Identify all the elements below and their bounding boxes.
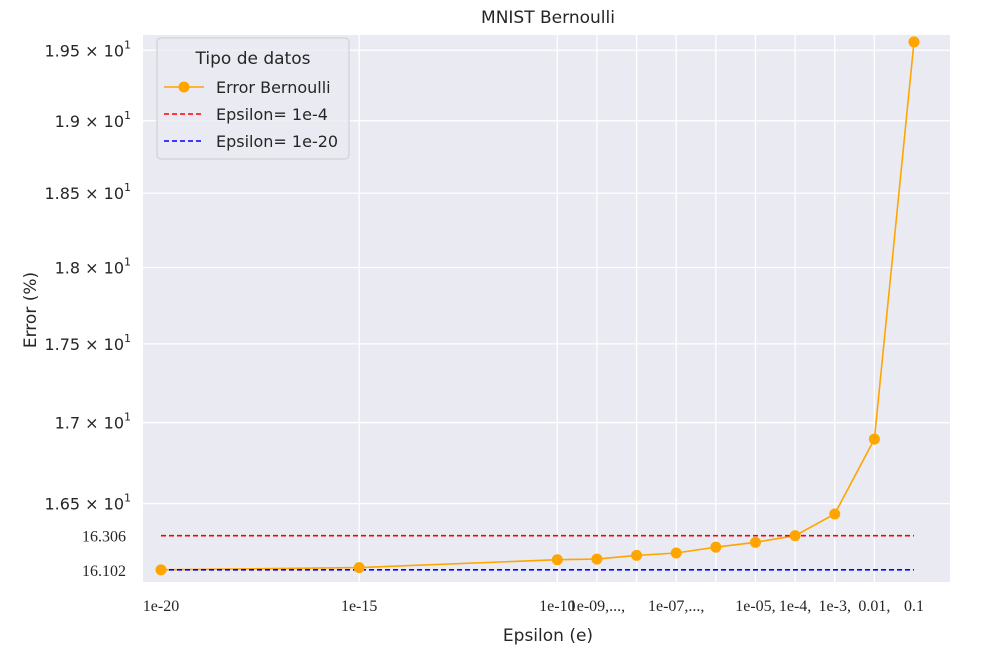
y-reference-label: 16.306: [82, 529, 126, 546]
data-point: [829, 508, 841, 520]
x-tick-label: 0.1: [904, 598, 924, 615]
chart-title: MNIST Bernoulli: [481, 8, 615, 28]
x-tick-label: 1e-20: [143, 598, 179, 615]
y-tick-labels: 1.65 × 101 1.7 × 101 1.75 × 101 1.8 × 101 1.…: [44, 38, 131, 580]
legend-label-error-bernoulli: Error Bernoulli: [216, 78, 331, 97]
series-line-error-bernoulli: [160, 41, 915, 571]
data-point: [353, 562, 365, 574]
data-markers: [155, 36, 920, 576]
y-tick-label: 1.8 × 101: [55, 255, 131, 277]
series-lines: [160, 41, 915, 571]
x-tick-label: 1e-4,: [779, 598, 811, 615]
x-tick-label: 0.01,: [858, 598, 890, 615]
x-tick-label: 1e-09,...,: [569, 598, 625, 615]
data-point: [749, 536, 761, 548]
data-point: [155, 564, 167, 576]
data-point: [591, 553, 603, 565]
legend-label-epsilon-1e-4: Epsilon= 1e-4: [216, 105, 328, 124]
y-tick-label: 1.65 × 101: [44, 492, 131, 514]
legend-marker-error-bernoulli: [178, 81, 190, 93]
data-point: [631, 549, 643, 561]
legend: Tipo de datos Error Bernoulli Epsilon= 1…: [156, 37, 350, 160]
x-tick-label: 1e-05,: [735, 598, 775, 615]
legend-box: [156, 37, 350, 160]
x-tick-label: 1e-3,: [819, 598, 851, 615]
x-tick-label: 1e-15: [341, 598, 377, 615]
legend-title: Tipo de datos: [195, 49, 311, 69]
y-tick-label: 1.95 × 101: [44, 38, 131, 60]
data-point: [710, 541, 722, 553]
legend-label-epsilon-1e-20: Epsilon= 1e-20: [216, 132, 338, 151]
x-tick-label: 1e-10: [539, 598, 575, 615]
x-tick-label: 1e-07,...,: [648, 598, 704, 615]
data-point: [789, 530, 801, 542]
y-axis-label: Error (%): [21, 272, 41, 348]
data-point: [868, 433, 880, 445]
data-point: [908, 36, 920, 48]
y-tick-label: 1.9 × 101: [55, 109, 131, 131]
y-reference-label: 16.102: [82, 563, 126, 580]
data-point: [551, 554, 563, 566]
y-tick-label: 1.85 × 101: [44, 181, 131, 203]
data-point: [670, 547, 682, 559]
x-axis-label: Epsilon (e): [503, 626, 593, 646]
y-tick-label: 1.7 × 101: [55, 411, 131, 433]
y-tick-label: 1.75 × 101: [44, 332, 131, 354]
